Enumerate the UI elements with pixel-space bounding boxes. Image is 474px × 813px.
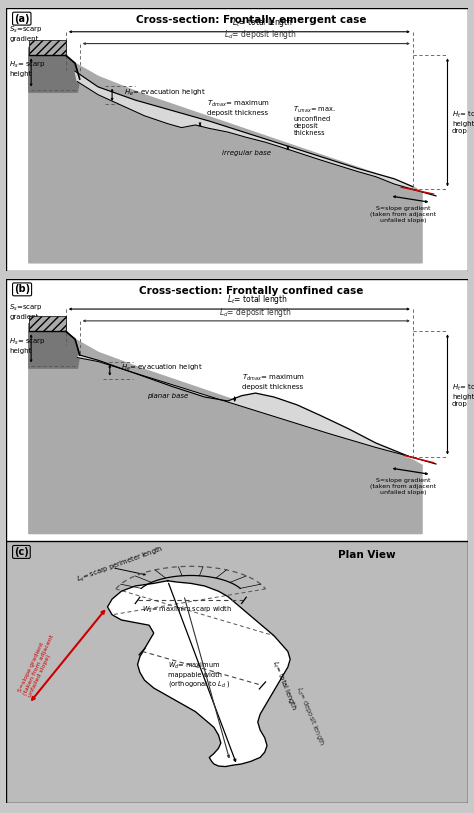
Text: $W_d$= maximum
mappable width
(orthogonal to $L_d$ ): $W_d$= maximum mappable width (orthogona… [168,661,230,689]
Polygon shape [29,40,66,55]
Text: $H_s$= scarp
height: $H_s$= scarp height [9,60,46,77]
Text: $H_e$= evacuation height: $H_e$= evacuation height [121,363,203,373]
Text: Cross-section: Frontally confined case: Cross-section: Frontally confined case [139,285,363,296]
Text: $L_d$= deposit length: $L_d$= deposit length [292,685,326,748]
Polygon shape [77,355,413,458]
Text: $L_t$= total length: $L_t$= total length [228,293,288,307]
Text: $H_t$= total
height
drop: $H_t$= total height drop [452,382,474,406]
Text: S=slope gradient
(taken from adjacent
unfailed slope): S=slope gradient (taken from adjacent un… [371,207,437,223]
Text: S=slope gradient
(taken from adjacent
unfailed slope): S=slope gradient (taken from adjacent un… [17,631,60,698]
Text: $S_s$=scarp
gradient: $S_s$=scarp gradient [9,303,43,320]
Text: (c): (c) [14,547,29,557]
Text: $T_{umax}$= max.
unconfined
deposit
thickness: $T_{umax}$= max. unconfined deposit thic… [293,105,336,136]
Text: $H_s$= scarp
height: $H_s$= scarp height [9,337,46,354]
Text: $L_d$= deposit length: $L_d$= deposit length [219,306,292,319]
Text: $L_t$= total length: $L_t$= total length [232,16,293,29]
Polygon shape [29,47,422,263]
Text: S=slope gradient
(taken from adjacent
unfailed slope): S=slope gradient (taken from adjacent un… [371,478,437,495]
Text: $W_s$= maximim scarp width: $W_s$= maximim scarp width [142,605,232,615]
Polygon shape [29,47,80,92]
Polygon shape [29,324,80,368]
Polygon shape [29,324,422,533]
Text: Cross-section: Frontally emergent case: Cross-section: Frontally emergent case [136,15,366,25]
Polygon shape [75,72,413,189]
Text: $L_d$= deposit length: $L_d$= deposit length [224,28,297,41]
Text: (b): (b) [14,285,30,294]
Text: $L_s$= scarp perimeter length: $L_s$= scarp perimeter length [75,545,164,585]
Text: $H_t$= total
height
drop: $H_t$= total height drop [452,111,474,134]
Text: (a): (a) [14,14,29,24]
Text: irregular base: irregular base [222,150,271,155]
Text: $H_e$= evacuation height: $H_e$= evacuation height [124,89,205,98]
Text: Plan View: Plan View [337,550,395,559]
Text: $L_t$= total length: $L_t$= total length [269,659,299,712]
Polygon shape [108,580,290,767]
Text: $T_{dmax}$= maximum
deposit thickness: $T_{dmax}$= maximum deposit thickness [207,99,270,116]
Text: $T_{dmax}$= maximum
deposit thickness: $T_{dmax}$= maximum deposit thickness [242,373,305,390]
Polygon shape [29,315,66,332]
Text: $S_s$=scarp
gradient: $S_s$=scarp gradient [9,24,43,41]
Text: planar base: planar base [147,393,188,398]
